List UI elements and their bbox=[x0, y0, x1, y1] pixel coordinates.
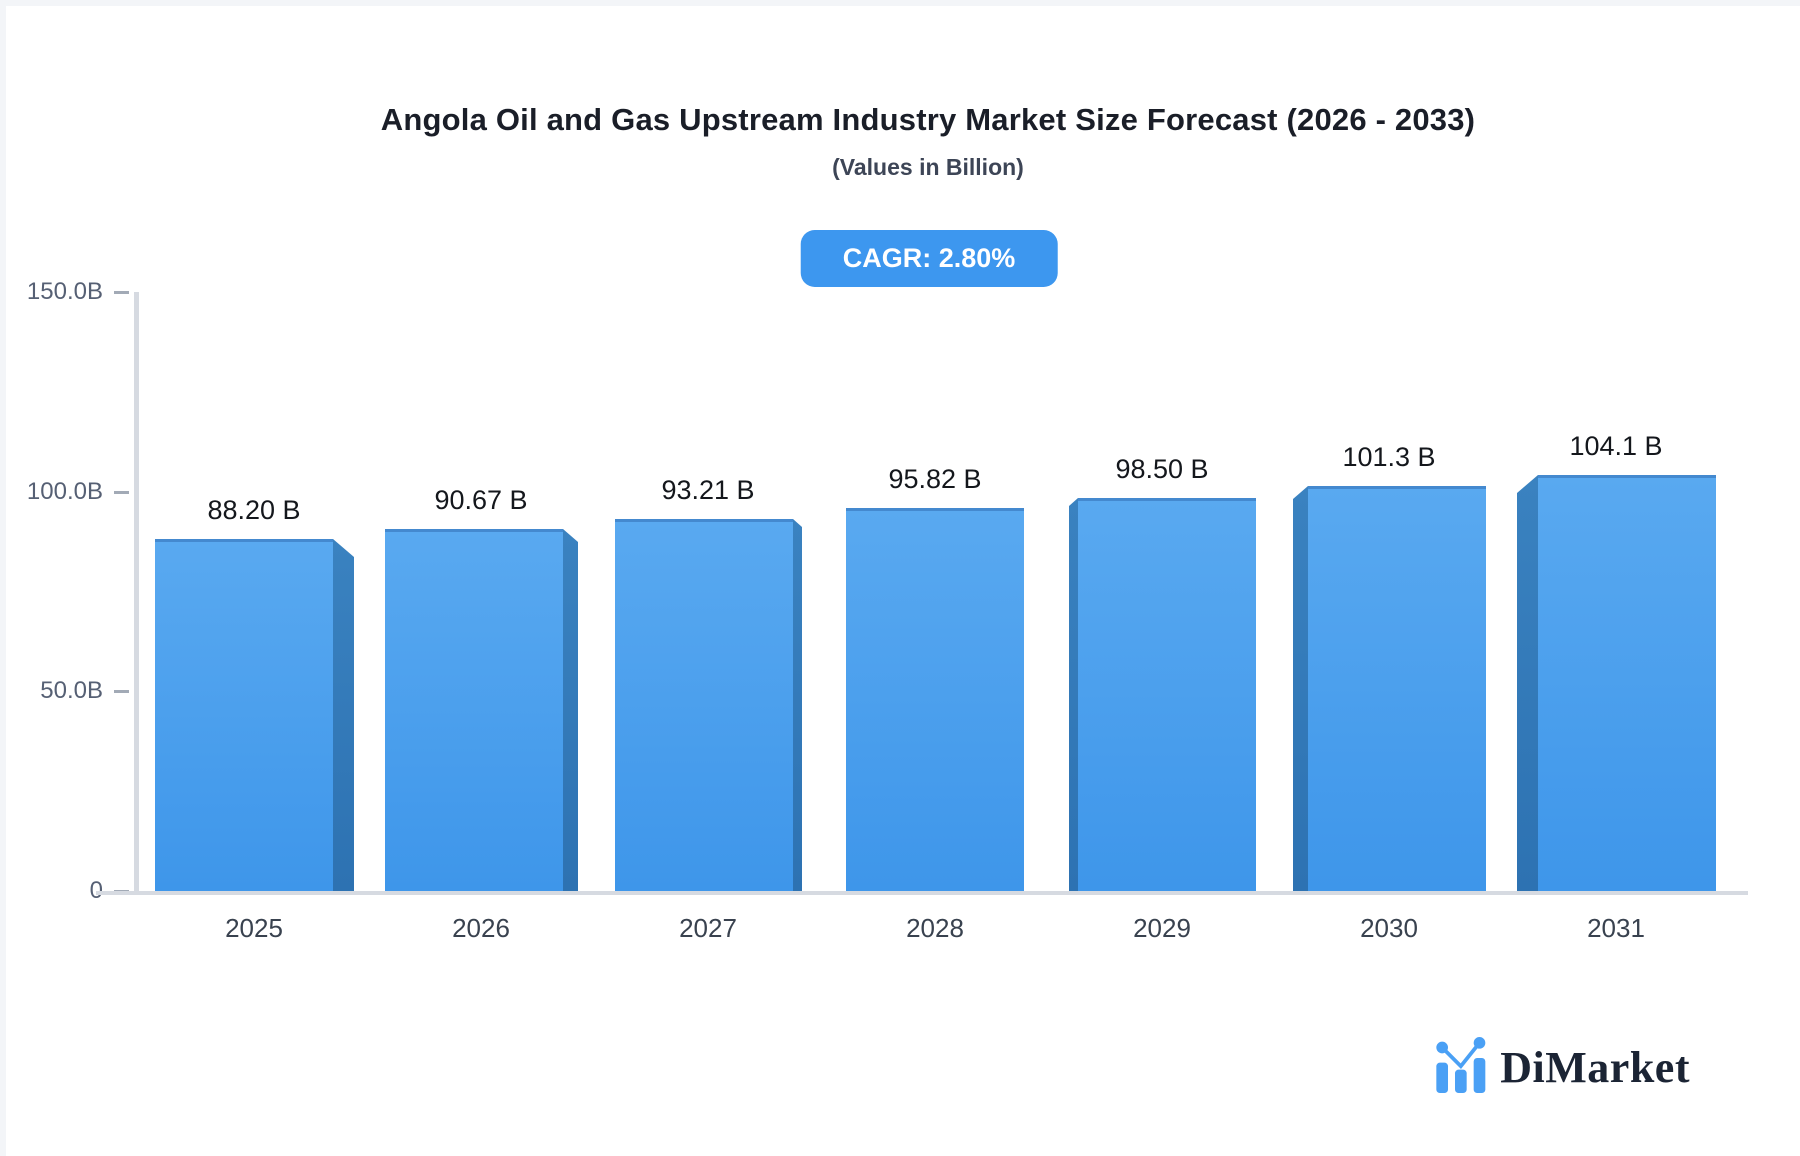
bar-face bbox=[846, 508, 1024, 891]
mini-bar-chart-logo-icon bbox=[1436, 1037, 1488, 1098]
x-tick-label: 2029 bbox=[1133, 913, 1191, 943]
bar-face bbox=[1538, 475, 1716, 891]
bar-face bbox=[385, 529, 563, 891]
bar-face bbox=[1078, 498, 1256, 891]
x-tick-label: 2030 bbox=[1360, 913, 1418, 943]
bar-value-label: 98.50 B bbox=[1115, 454, 1209, 484]
bar-value-label: 95.82 B bbox=[888, 464, 982, 494]
x-tick-label: 2031 bbox=[1587, 913, 1645, 943]
bar-2030 bbox=[1293, 486, 1486, 891]
bar-side-face bbox=[793, 519, 802, 891]
chart-card: Angola Oil and Gas Upstream Industry Mar… bbox=[6, 6, 1800, 1156]
bar-face bbox=[615, 519, 793, 891]
y-tick-label: 50.0B bbox=[40, 677, 103, 705]
y-axis-line bbox=[134, 292, 139, 895]
bar-face bbox=[1308, 486, 1486, 891]
bar-value-label: 104.1 B bbox=[1569, 431, 1663, 461]
y-tick-label: 0 bbox=[0, 877, 103, 905]
bar-side-face bbox=[1069, 498, 1078, 891]
cagr-badge: CAGR: 2.80% bbox=[800, 230, 1058, 287]
bar-2028 bbox=[846, 508, 1024, 891]
bar-2031 bbox=[1517, 475, 1716, 891]
x-tick-label: 2025 bbox=[225, 913, 283, 943]
x-axis-line bbox=[96, 891, 1748, 895]
bar-value-label: 93.21 B bbox=[661, 475, 755, 505]
bar-side-face bbox=[563, 529, 578, 891]
y-tick-mark bbox=[114, 291, 129, 294]
bar-value-label: 101.3 B bbox=[1342, 442, 1436, 472]
bar-2026 bbox=[385, 529, 578, 891]
bar-2025 bbox=[155, 539, 354, 891]
y-tick-mark bbox=[114, 690, 129, 694]
chart-title: Angola Oil and Gas Upstream Industry Mar… bbox=[380, 102, 1476, 137]
x-tick-label: 2028 bbox=[906, 913, 964, 943]
bar-value-label: 90.67 B bbox=[434, 485, 528, 515]
bar-face bbox=[155, 539, 333, 891]
chart-subtitle: (Values in Billion) bbox=[832, 154, 1024, 180]
brand-logo: DiMarket bbox=[1436, 1037, 1690, 1098]
bar-2027 bbox=[615, 519, 802, 891]
y-tick-label: 150.0B bbox=[26, 278, 103, 305]
bar-side-face bbox=[1293, 486, 1308, 891]
bar-side-face bbox=[1517, 475, 1538, 891]
y-tick-mark bbox=[114, 490, 129, 494]
bar-value-label: 88.20 B bbox=[207, 495, 301, 525]
bar-2029 bbox=[1069, 498, 1256, 891]
bar-side-face bbox=[333, 539, 354, 891]
x-tick-label: 2027 bbox=[679, 913, 737, 943]
y-tick-label: 100.0B bbox=[26, 477, 103, 505]
logo-text: DiMarket bbox=[1500, 1043, 1690, 1092]
x-tick-label: 2026 bbox=[452, 913, 510, 943]
